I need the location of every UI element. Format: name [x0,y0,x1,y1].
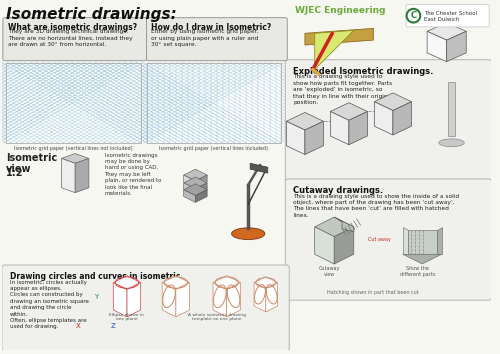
Polygon shape [393,102,411,135]
Polygon shape [266,282,278,312]
Polygon shape [162,282,176,317]
Text: Isometric drawings
may be done by
hand or using CAD.
They may be left
plain, or : Isometric drawings may be done by hand o… [104,153,161,196]
Text: WJEC Engineering: WJEC Engineering [295,6,386,15]
Polygon shape [213,282,226,317]
Polygon shape [314,227,334,264]
Polygon shape [213,276,240,290]
Text: Ellipse shown in
one plane: Ellipse shown in one plane [110,313,144,321]
Bar [146,63,282,143]
Text: In isometric, circles actually
appear as ellipses.
Circles can constructed by
dr: In isometric, circles actually appear as… [10,280,88,330]
Text: Exploded Isometric drawings.: Exploded Isometric drawings. [293,67,434,75]
Polygon shape [254,282,266,312]
Text: This is a drawing style used to
show how parts fit together. Parts
are ‘exploded: This is a drawing style used to show how… [293,74,393,105]
Bar [6,63,140,143]
Polygon shape [286,121,305,154]
Polygon shape [374,102,393,135]
Text: Hatching shown in part that been cut: Hatching shown in part that been cut [328,290,419,295]
Polygon shape [427,23,466,40]
Polygon shape [184,184,207,195]
Polygon shape [446,32,466,62]
Text: Either by using isometric grid paper,
or using plain paper with a ruler and
30° : Either by using isometric grid paper, or… [152,29,260,47]
Ellipse shape [439,139,464,147]
Text: Cutaway drawings.: Cutaway drawings. [293,186,384,195]
Polygon shape [184,169,207,181]
Polygon shape [349,112,368,145]
Polygon shape [196,175,207,188]
FancyBboxPatch shape [146,18,288,61]
FancyBboxPatch shape [3,18,146,61]
Polygon shape [184,177,207,189]
Polygon shape [330,103,368,120]
Polygon shape [62,159,75,193]
Polygon shape [226,282,240,317]
Polygon shape [427,32,446,62]
Text: X: X [76,322,81,329]
Text: This is a drawing style used to show the inside of a solid
object, where part of: This is a drawing style used to show the… [293,194,460,218]
Polygon shape [448,82,456,136]
Polygon shape [250,163,268,173]
Text: They are 3D drawing technical drawings.
There are no horizontal lines, instead t: They are 3D drawing technical drawings. … [8,29,132,47]
Polygon shape [314,30,354,69]
Polygon shape [286,113,324,130]
Text: Drawing circles and curves in isometric: Drawing circles and curves in isometric [10,272,180,281]
Text: What are isometric drawings?: What are isometric drawings? [8,23,137,32]
Polygon shape [402,227,407,254]
Polygon shape [305,121,324,154]
FancyBboxPatch shape [286,60,492,183]
Bar [6,63,140,143]
Bar [146,63,282,143]
Polygon shape [254,277,278,289]
Circle shape [406,9,420,23]
Text: Isometric grid paper (vertical lines not included): Isometric grid paper (vertical lines not… [14,146,132,151]
Polygon shape [196,190,207,202]
Polygon shape [334,227,354,264]
Text: Z: Z [110,322,115,329]
Text: Isometric drawings:: Isometric drawings: [6,7,176,22]
Text: Isometric grid paper (vertical lines included): Isometric grid paper (vertical lines inc… [160,146,268,151]
Polygon shape [314,217,354,236]
Text: The Chester School
East Dulwich: The Chester School East Dulwich [424,11,478,22]
Text: 1:2: 1:2 [6,168,24,178]
Polygon shape [114,282,127,317]
Polygon shape [75,159,89,193]
Polygon shape [374,93,412,110]
Text: Show the
different parts: Show the different parts [400,266,435,277]
Polygon shape [162,276,190,290]
Polygon shape [437,227,442,254]
Text: Isometric
view: Isometric view [6,153,57,174]
Polygon shape [114,276,140,290]
Polygon shape [408,230,437,254]
Polygon shape [176,282,190,317]
FancyBboxPatch shape [2,265,290,351]
Text: Y: Y [94,294,98,300]
Text: C: C [410,11,416,20]
Polygon shape [127,282,140,317]
Polygon shape [402,254,442,264]
Polygon shape [330,112,349,145]
Polygon shape [184,190,196,202]
Text: Cutaway
view: Cutaway view [318,266,340,277]
Text: How do I draw in Isometric?: How do I draw in Isometric? [152,23,272,32]
Polygon shape [334,217,354,232]
Polygon shape [184,183,196,195]
Polygon shape [184,175,196,188]
Text: A whole isometric drawing
template on one plane: A whole isometric drawing template on on… [188,313,246,321]
Text: Cut away: Cut away [368,236,390,241]
FancyBboxPatch shape [286,179,492,300]
Polygon shape [62,154,89,163]
Polygon shape [305,28,374,45]
Polygon shape [196,183,207,195]
FancyBboxPatch shape [406,5,489,27]
Ellipse shape [232,228,265,240]
